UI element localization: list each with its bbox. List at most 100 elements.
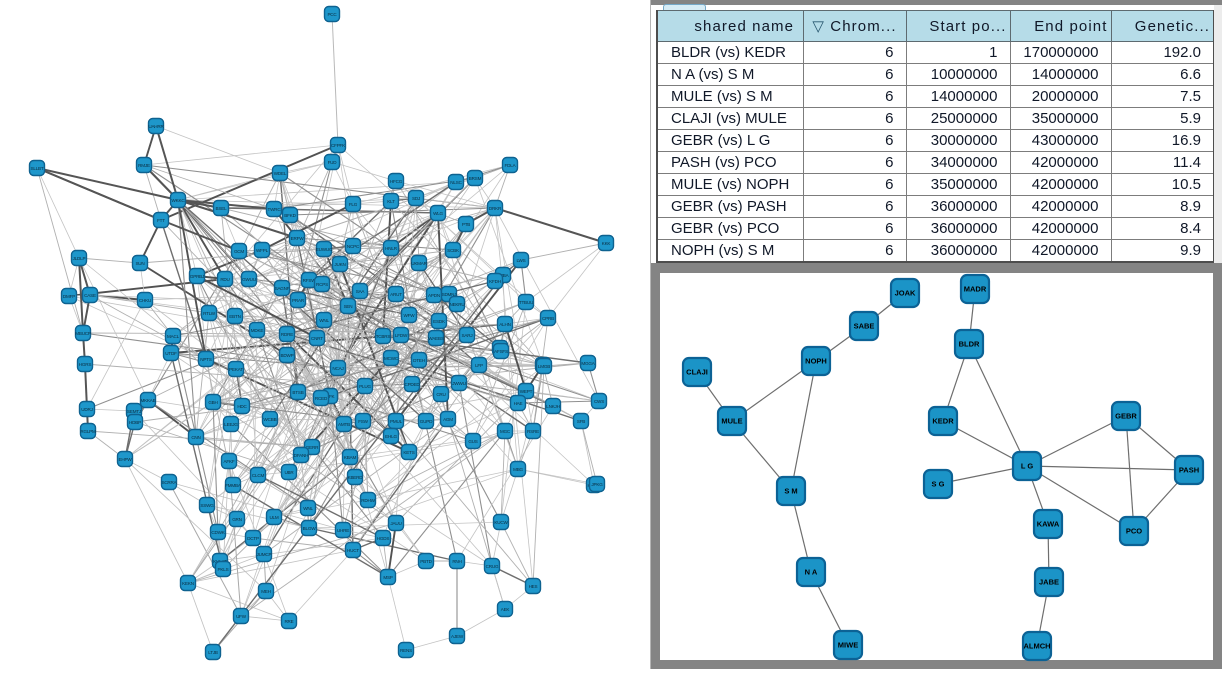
svg-text:GPRBJ: GPRBJ: [190, 274, 204, 279]
svg-text:JOAK: JOAK: [895, 289, 916, 298]
svg-text:UDRJ: UDRJ: [81, 407, 92, 412]
svg-text:RDU: RDU: [220, 277, 229, 282]
svg-text:HNLR: HNLR: [385, 246, 398, 251]
svg-text:MGC: MGC: [500, 429, 511, 434]
svg-text:NCPC: NCPC: [347, 244, 360, 249]
svg-text:KBERD: KBERD: [348, 475, 364, 480]
svg-text:DTEH: DTEH: [413, 358, 425, 363]
svg-text:HUCT: HUCT: [347, 548, 359, 553]
svg-text:BTSB: BTSB: [292, 390, 303, 395]
svg-text:FLG: FLG: [349, 202, 358, 207]
svg-text:RDRE: RDRE: [281, 332, 293, 337]
svg-text:RCED: RCED: [315, 396, 328, 401]
svg-text:SAA: SAA: [356, 289, 366, 294]
svg-text:GERR: GERR: [306, 445, 319, 450]
svg-text:KKK: KKK: [602, 241, 612, 246]
svg-text:GRN: GRN: [232, 517, 242, 522]
svg-text:MADR: MADR: [964, 285, 987, 294]
svg-text:WDEL: WDEL: [274, 171, 287, 176]
svg-text:EHPW: EHPW: [119, 457, 133, 462]
svg-text:RCPS: RCPS: [316, 282, 328, 287]
svg-text:BSEL: BSEL: [216, 206, 228, 211]
svg-text:AJEW: AJEW: [451, 634, 464, 639]
svg-text:PASH: PASH: [1179, 466, 1199, 475]
svg-text:PCO: PCO: [1126, 527, 1142, 536]
svg-text:PEKAT: PEKAT: [229, 367, 243, 372]
svg-text:JAUU: JAUU: [390, 521, 401, 526]
svg-text:SEN: SEN: [344, 304, 353, 309]
svg-text:CPDED: CPDED: [404, 382, 420, 387]
svg-text:SFB: SFB: [577, 419, 585, 424]
svg-text:DRKR: DRKR: [489, 206, 502, 211]
svg-text:CHKU: CHKU: [139, 298, 151, 303]
svg-text:FDLA: FDLA: [505, 163, 517, 168]
svg-text:NOPH: NOPH: [805, 357, 827, 366]
svg-text:GBH: GBH: [208, 400, 217, 405]
svg-text:ESDK: ESDK: [433, 319, 446, 324]
svg-text:LTJB: LTJB: [208, 650, 218, 655]
svg-text:MGGA: MGGA: [581, 361, 595, 366]
svg-text:AGM: AGM: [443, 417, 453, 422]
svg-text:PMUL: PMUL: [390, 419, 403, 424]
svg-text:UHRE: UHRE: [337, 528, 349, 533]
svg-text:FSW: FSW: [358, 419, 368, 424]
svg-text:MBUCP: MBUCP: [75, 331, 91, 336]
svg-text:CWS: CWS: [594, 399, 604, 404]
svg-text:UTDF: UTDF: [165, 351, 177, 356]
svg-text:DCTP: DCTP: [247, 536, 259, 541]
svg-text:WFPL: WFPL: [256, 248, 269, 253]
svg-text:KFDH: KFDH: [489, 279, 501, 284]
svg-text:KETS: KETS: [403, 450, 414, 455]
svg-text:CRU: CRU: [436, 392, 445, 397]
svg-text:MSP: MSP: [383, 575, 392, 580]
svg-text:S G: S G: [932, 480, 945, 489]
svg-text:CLAJI: CLAJI: [686, 368, 708, 377]
svg-text:GWUU: GWUU: [242, 277, 256, 282]
svg-text:CLCM: CLCM: [252, 473, 265, 478]
svg-text:SDJ: SDJ: [412, 196, 420, 201]
svg-text:ERFW: ERFW: [291, 236, 305, 241]
svg-text:DFANH: DFANH: [294, 453, 309, 458]
svg-text:KEDR: KEDR: [932, 417, 954, 426]
svg-text:CFPFK: CFPFK: [331, 143, 346, 148]
svg-text:KAWA: KAWA: [1037, 520, 1060, 529]
svg-text:CPRB: CPRB: [542, 316, 554, 321]
svg-text:RNH: RNH: [452, 559, 461, 564]
svg-text:EBTN: EBTN: [229, 314, 240, 319]
svg-text:WNL: WNL: [319, 318, 329, 323]
svg-text:AFSFS: AFSFS: [494, 349, 508, 354]
svg-text:KEKN: KEKN: [182, 581, 194, 586]
svg-text:BFKD: BFKD: [284, 213, 296, 218]
svg-text:WKKC: WKKC: [172, 198, 186, 203]
svg-text:RDHW: RDHW: [361, 498, 375, 503]
svg-text:GCM: GCM: [234, 249, 244, 254]
svg-text:ARUT: ARUT: [390, 292, 402, 297]
svg-text:CNN: CNN: [191, 435, 200, 440]
svg-text:RRE: RRE: [284, 619, 293, 624]
svg-text:MACL: MACL: [167, 334, 180, 339]
svg-text:SDMNJ: SDMNJ: [442, 292, 457, 297]
svg-text:RGLPM: RGLPM: [80, 429, 96, 434]
svg-text:AMTB: AMTB: [338, 422, 350, 427]
svg-text:KBAM: KBAM: [344, 455, 357, 460]
svg-text:CRUG: CRUG: [486, 564, 499, 569]
svg-text:SAGNF: SAGNF: [275, 286, 290, 291]
svg-text:WAEBS: WAEBS: [428, 336, 444, 341]
svg-text:SARJ: SARJ: [462, 333, 473, 338]
svg-text:MBG: MBG: [513, 467, 523, 472]
svg-text:WFW: WFW: [404, 313, 416, 318]
svg-text:MULE: MULE: [721, 417, 742, 426]
svg-text:LEEJG: LEEJG: [224, 422, 238, 427]
svg-text:TWRC: TWRC: [268, 207, 282, 212]
svg-text:KLT: KLT: [387, 199, 395, 204]
svg-text:UAHRR: UAHRR: [148, 124, 164, 129]
svg-text:MCWC: MCWC: [384, 356, 399, 361]
svg-text:MIWE: MIWE: [838, 641, 858, 650]
svg-text:CASE: CASE: [84, 293, 96, 298]
svg-text:PKLS: PKLS: [218, 567, 229, 572]
svg-text:EUWUC: EUWUC: [316, 247, 333, 252]
svg-text:FMMBA: FMMBA: [225, 483, 242, 488]
svg-text:JWWU: JWWU: [452, 381, 466, 386]
svg-text:CNRT: CNRT: [311, 336, 323, 341]
svg-text:WCBB: WCBB: [264, 417, 277, 422]
